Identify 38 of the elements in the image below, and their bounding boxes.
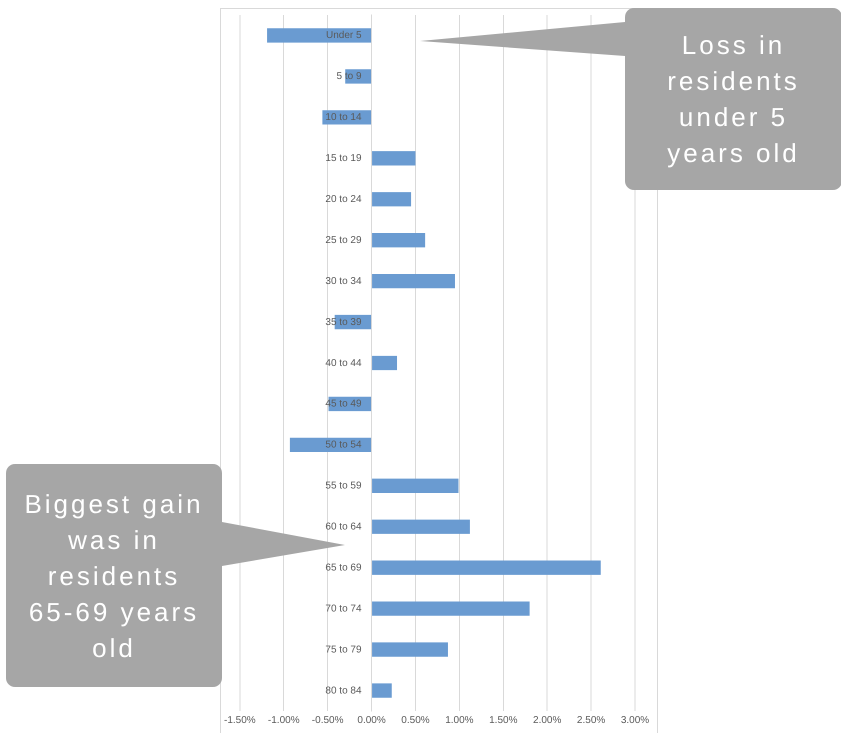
y-tick-label: 75 to 79 — [325, 644, 362, 656]
x-tick-label: 1.50% — [489, 714, 518, 726]
y-tick-label: 55 to 59 — [325, 480, 362, 492]
bar — [372, 642, 448, 657]
x-tick-label: -1.00% — [268, 714, 300, 726]
bar — [290, 438, 372, 452]
y-tick-label: 80 to 84 — [325, 685, 362, 696]
bar — [372, 192, 412, 206]
bar — [372, 151, 416, 166]
y-tick-label: Under 5 — [326, 30, 362, 42]
bar — [372, 560, 601, 575]
y-tick-label: 70 to 74 — [325, 603, 362, 614]
x-tick-label: -0.50% — [312, 714, 344, 726]
x-tick-label: 2.00% — [533, 714, 562, 726]
bar — [372, 274, 455, 288]
bar — [372, 683, 392, 698]
bar — [372, 478, 458, 493]
bar — [372, 233, 426, 248]
y-tick-label: 50 to 54 — [325, 440, 362, 451]
x-tick-label: 1.00% — [445, 714, 474, 726]
bar — [267, 28, 372, 43]
x-tick-label: 2.50% — [576, 714, 606, 726]
x-tick-label: -1.50% — [224, 714, 256, 726]
x-tick-label: 3.00% — [620, 714, 650, 726]
y-tick-label: 25 to 29 — [325, 234, 362, 246]
bar — [372, 356, 398, 370]
x-tick-label: 0.00% — [357, 714, 386, 726]
bar — [372, 520, 470, 534]
y-tick-label: 10 to 14 — [325, 112, 362, 124]
x-tick-label: 0.50% — [401, 714, 430, 726]
y-tick-label: 40 to 44 — [325, 358, 362, 369]
bar — [372, 601, 530, 616]
y-tick-label: 20 to 24 — [325, 194, 362, 205]
y-tick-label: 30 to 34 — [325, 276, 362, 287]
y-tick-label: 15 to 19 — [325, 153, 362, 164]
y-tick-label: 60 to 64 — [325, 522, 362, 533]
y-tick-label: 5 to 9 — [336, 71, 362, 82]
y-tick-label: 65 to 69 — [325, 562, 362, 574]
